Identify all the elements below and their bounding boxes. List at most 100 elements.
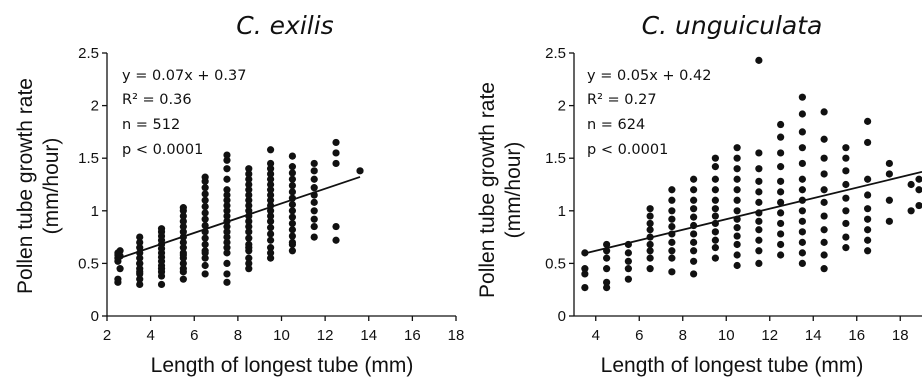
data-point (777, 133, 785, 141)
data-point (777, 219, 785, 228)
data-point (864, 226, 872, 234)
data-point (842, 154, 850, 162)
data-point (711, 244, 719, 252)
data-point (733, 232, 741, 240)
y-axis-label-line2: (mm/hour) (40, 138, 63, 235)
data-point (690, 238, 698, 246)
data-point (798, 93, 806, 101)
regression-line (117, 176, 361, 260)
data-point (711, 175, 719, 183)
y-tick-label: 2.5 (78, 45, 99, 62)
data-point (356, 167, 364, 175)
data-point (842, 180, 850, 189)
data-point (777, 209, 785, 217)
data-point (624, 265, 632, 273)
data-point (777, 120, 785, 129)
data-point (223, 259, 231, 267)
data-point (179, 259, 187, 267)
plot-area (581, 56, 922, 292)
data-point (603, 283, 611, 292)
data-point (288, 169, 297, 177)
data-point (842, 233, 850, 241)
data-point (646, 212, 654, 220)
data-point (690, 230, 698, 238)
data-point (864, 117, 872, 125)
data-point (798, 175, 806, 183)
data-point (798, 249, 806, 257)
chart-title: C. exilis (236, 11, 333, 40)
data-point (711, 228, 719, 236)
data-point (864, 236, 872, 244)
data-point (777, 251, 785, 259)
data-point (668, 222, 676, 231)
annotation-n: n = 512 (122, 117, 180, 133)
data-point (245, 191, 253, 199)
data-point (136, 238, 144, 246)
data-point (245, 265, 253, 273)
data-point (136, 280, 144, 289)
data-point (646, 226, 654, 234)
data-point (223, 156, 231, 164)
data-point (711, 163, 719, 171)
x-tick-label: 18 (892, 327, 909, 344)
data-point (798, 217, 806, 225)
data-point (777, 163, 785, 171)
data-point (245, 217, 253, 225)
data-point (179, 228, 187, 236)
data-point (755, 247, 763, 255)
data-point (915, 186, 922, 194)
data-point (842, 167, 850, 175)
data-point (581, 270, 589, 278)
data-point (332, 138, 340, 147)
data-point (733, 207, 741, 215)
data-point (711, 236, 719, 244)
data-point (201, 196, 209, 204)
data-point (157, 225, 166, 233)
data-point (581, 265, 589, 273)
data-point (266, 196, 275, 204)
y-tick-label: 2.5 (545, 45, 566, 62)
data-point (755, 226, 763, 234)
data-point (266, 254, 275, 262)
data-point (310, 222, 318, 231)
data-point (179, 265, 187, 273)
x-tick-label: 2 (103, 327, 111, 344)
data-point (624, 275, 632, 283)
data-point (690, 196, 698, 204)
data-point (136, 268, 144, 276)
chart-title: C. unguiculata (642, 11, 823, 40)
axis-ticks: 0 0.5 1 1.5 2 2.5 2 4 6 8 10 12 14 16 18 (78, 45, 464, 344)
data-point (624, 249, 632, 257)
data-point (288, 232, 297, 240)
data-point (646, 254, 654, 262)
data-point (690, 270, 698, 278)
axis-ticks: 0 0.5 1 1.5 2 2.5 4 6 8 10 12 14 16 18 (545, 45, 922, 344)
data-point (798, 228, 806, 236)
data-point (223, 196, 231, 204)
data-point (733, 154, 741, 162)
x-tick-label: 14 (805, 327, 822, 344)
data-point (842, 207, 850, 215)
data-point (733, 186, 741, 194)
data-point (245, 165, 253, 173)
data-point (733, 224, 741, 232)
data-point (201, 202, 209, 211)
data-point (777, 230, 785, 238)
data-point (223, 228, 231, 236)
y-tick-label: 2 (91, 98, 99, 115)
data-point (288, 152, 297, 160)
y-tick-label: 1.5 (545, 150, 566, 167)
data-point (798, 159, 806, 168)
data-point (581, 283, 589, 292)
y-tick-label: 1 (558, 203, 566, 220)
data-point (157, 280, 166, 289)
x-tick-label: 12 (761, 327, 778, 344)
data-point (266, 217, 275, 225)
x-tick-label: 4 (146, 327, 154, 344)
data-point (201, 270, 209, 278)
y-tick-label: 0.5 (545, 255, 566, 272)
data-point (288, 181, 297, 190)
data-point (798, 128, 806, 136)
data-point (179, 222, 187, 231)
data-point (864, 191, 872, 199)
